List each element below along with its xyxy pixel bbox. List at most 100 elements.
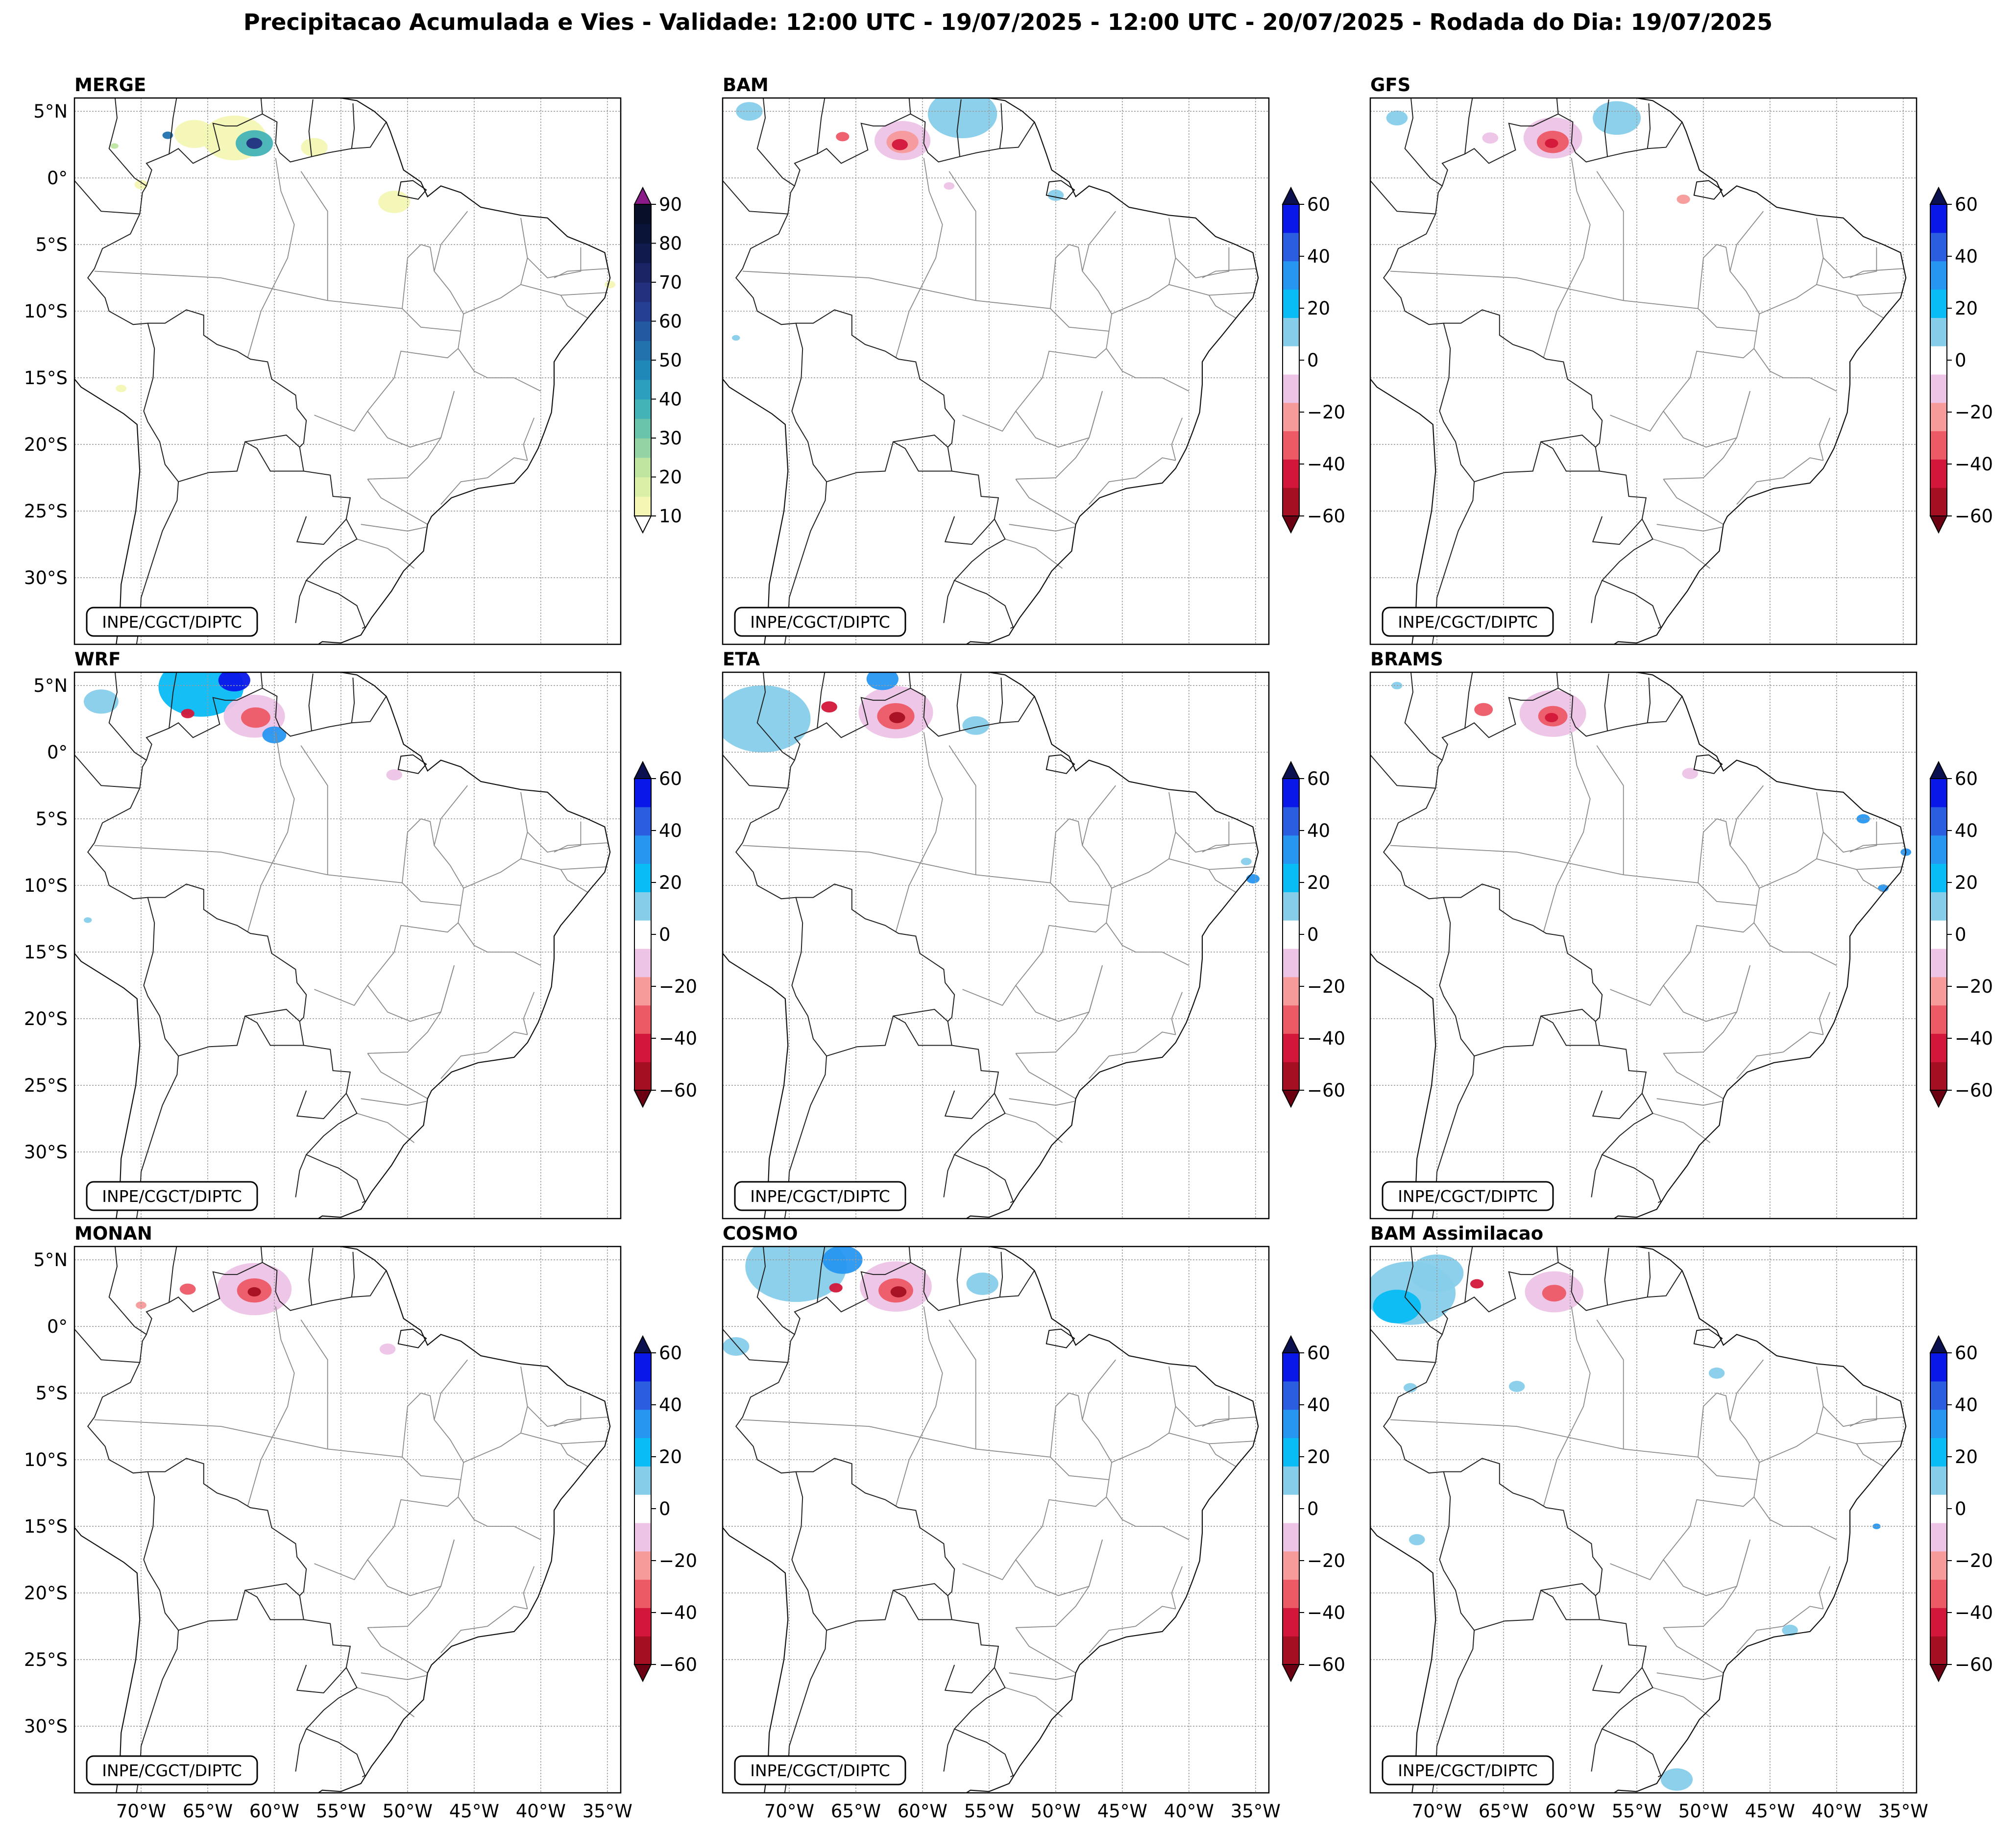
- colorbar-segment: [634, 948, 651, 978]
- marajo-island: [1045, 1328, 1075, 1348]
- country-border: [1647, 677, 1651, 723]
- field-blob: [1856, 814, 1870, 824]
- colorbar-segment: [1930, 1494, 1947, 1523]
- colorbar-tick-label: 20: [1955, 298, 1978, 319]
- colorbar-tick-label: 50: [659, 350, 682, 371]
- colorbar-over-arrow: [1929, 186, 1948, 205]
- colorbar-segment: [634, 321, 651, 341]
- state-border: [1729, 785, 1764, 846]
- colorbar-tick-label: 60: [1955, 768, 1978, 789]
- lat-tick-label: 30°S: [24, 1142, 68, 1163]
- colorbar-tick-label: 90: [659, 194, 682, 215]
- colorbar-segment: [634, 223, 651, 244]
- colorbar-tick-label: 0: [1955, 924, 1967, 945]
- colorbar-segment: [1930, 459, 1947, 488]
- panel-title: MONAN: [74, 1223, 152, 1244]
- colorbar-segment: [1930, 346, 1947, 375]
- colorbar-segment: [1930, 1438, 1947, 1467]
- colorbar-tick-label: 60: [659, 1343, 682, 1364]
- country-border: [296, 1090, 347, 1120]
- colorbar-segment: [634, 835, 651, 864]
- lon-tick-label: 60°W: [249, 1801, 299, 1822]
- field-blob: [829, 1283, 843, 1293]
- colorbar-bias: 60 40 20 0 −20 −40 −60: [633, 760, 697, 1108]
- colorbar-segment: [1930, 977, 1947, 1006]
- state-border: [1106, 922, 1190, 966]
- state-border: [1135, 457, 1176, 478]
- colorbar-tick-label: 0: [659, 1498, 671, 1519]
- country-border: [136, 323, 179, 644]
- panel-cosmo: COSMO 70°W 65°W 60°W 55°W 50°W 45°W 40°W 35°W INP…: [722, 1223, 1345, 1822]
- colorbar-under-arrow: [633, 515, 652, 534]
- colorbar-segment: [1930, 402, 1947, 432]
- country-border: [1604, 99, 1609, 157]
- state-border: [1050, 1393, 1113, 1497]
- colorbar-segment: [634, 1522, 651, 1552]
- field-blob: [246, 138, 263, 149]
- state-border: [1663, 479, 1724, 525]
- country-border: [1474, 434, 1596, 483]
- colorbar-tick-label: 60: [1307, 1343, 1330, 1364]
- country-border: [1556, 98, 1559, 114]
- colorbar-tick-label: 80: [659, 233, 682, 254]
- colorbar-bias: 60 40 20 0 −20 −40 −60: [1929, 186, 1993, 534]
- coastline-east: [317, 98, 611, 644]
- lon-tick-label: 65°W: [831, 1801, 881, 1822]
- country-border: [108, 1247, 147, 1335]
- colorbar-tick-label: −60: [1955, 1080, 1993, 1101]
- colorbar-segment: [634, 418, 651, 439]
- state-border: [1596, 1320, 1624, 1449]
- colorbar-segment: [1283, 1494, 1299, 1523]
- brazil-border: [735, 687, 1035, 1203]
- colorbar-segment: [634, 341, 651, 361]
- state-border: [1175, 1395, 1230, 1427]
- field-blob: [174, 120, 215, 148]
- country-border: [908, 1247, 911, 1263]
- colorbar-segment: [1283, 204, 1299, 233]
- state-border: [554, 842, 607, 853]
- colorbar-segment: [1930, 779, 1947, 807]
- field-blob: [1474, 703, 1493, 716]
- field-blob: [823, 1247, 863, 1274]
- colorbar-segment: [1930, 1636, 1947, 1665]
- colorbar-segment: [1283, 977, 1299, 1006]
- state-border: [1663, 965, 1750, 1054]
- colorbar-tick-label: 40: [659, 389, 682, 410]
- field-blob: [962, 716, 989, 735]
- colorbar-segment: [1930, 318, 1947, 346]
- colorbar-segment: [1930, 1353, 1947, 1382]
- state-border: [1663, 1540, 1750, 1628]
- colorbar-tick-label: 40: [659, 820, 682, 841]
- panel-gfs: GFS INPE/CGCT/DIPTC 60 40 20 0 −20 −40 −60: [1369, 74, 1993, 645]
- country-border: [178, 434, 300, 483]
- country-border: [351, 1251, 355, 1297]
- lon-tick-label: 35°W: [583, 1801, 632, 1822]
- state-border: [1663, 1053, 1724, 1099]
- map-background: [723, 98, 1269, 644]
- state-border: [1175, 247, 1230, 279]
- field-blob: [247, 1287, 261, 1296]
- country-border: [260, 672, 263, 688]
- state-border: [742, 1419, 976, 1450]
- country-border: [108, 672, 147, 761]
- state-border: [1016, 965, 1103, 1054]
- brazil-border: [1383, 687, 1683, 1203]
- country-border: [260, 1247, 263, 1263]
- country-border: [351, 103, 355, 149]
- country-border: [295, 1729, 307, 1772]
- country-border: [1474, 1583, 1596, 1631]
- marajo-island: [1045, 754, 1075, 774]
- state-border: [440, 1051, 488, 1079]
- colorbar-segment: [634, 1636, 651, 1665]
- state-border: [1819, 1566, 1831, 1609]
- map-content: [723, 98, 1269, 644]
- field-blob: [181, 709, 194, 718]
- lon-tick-label: 55°W: [964, 1801, 1014, 1822]
- colorbar-segment: [634, 301, 651, 322]
- state-border: [1663, 391, 1750, 480]
- map-background: [723, 1247, 1269, 1793]
- field-blob: [241, 707, 270, 728]
- state-border: [1175, 821, 1230, 853]
- state-border: [948, 171, 976, 301]
- state-border: [357, 1687, 415, 1717]
